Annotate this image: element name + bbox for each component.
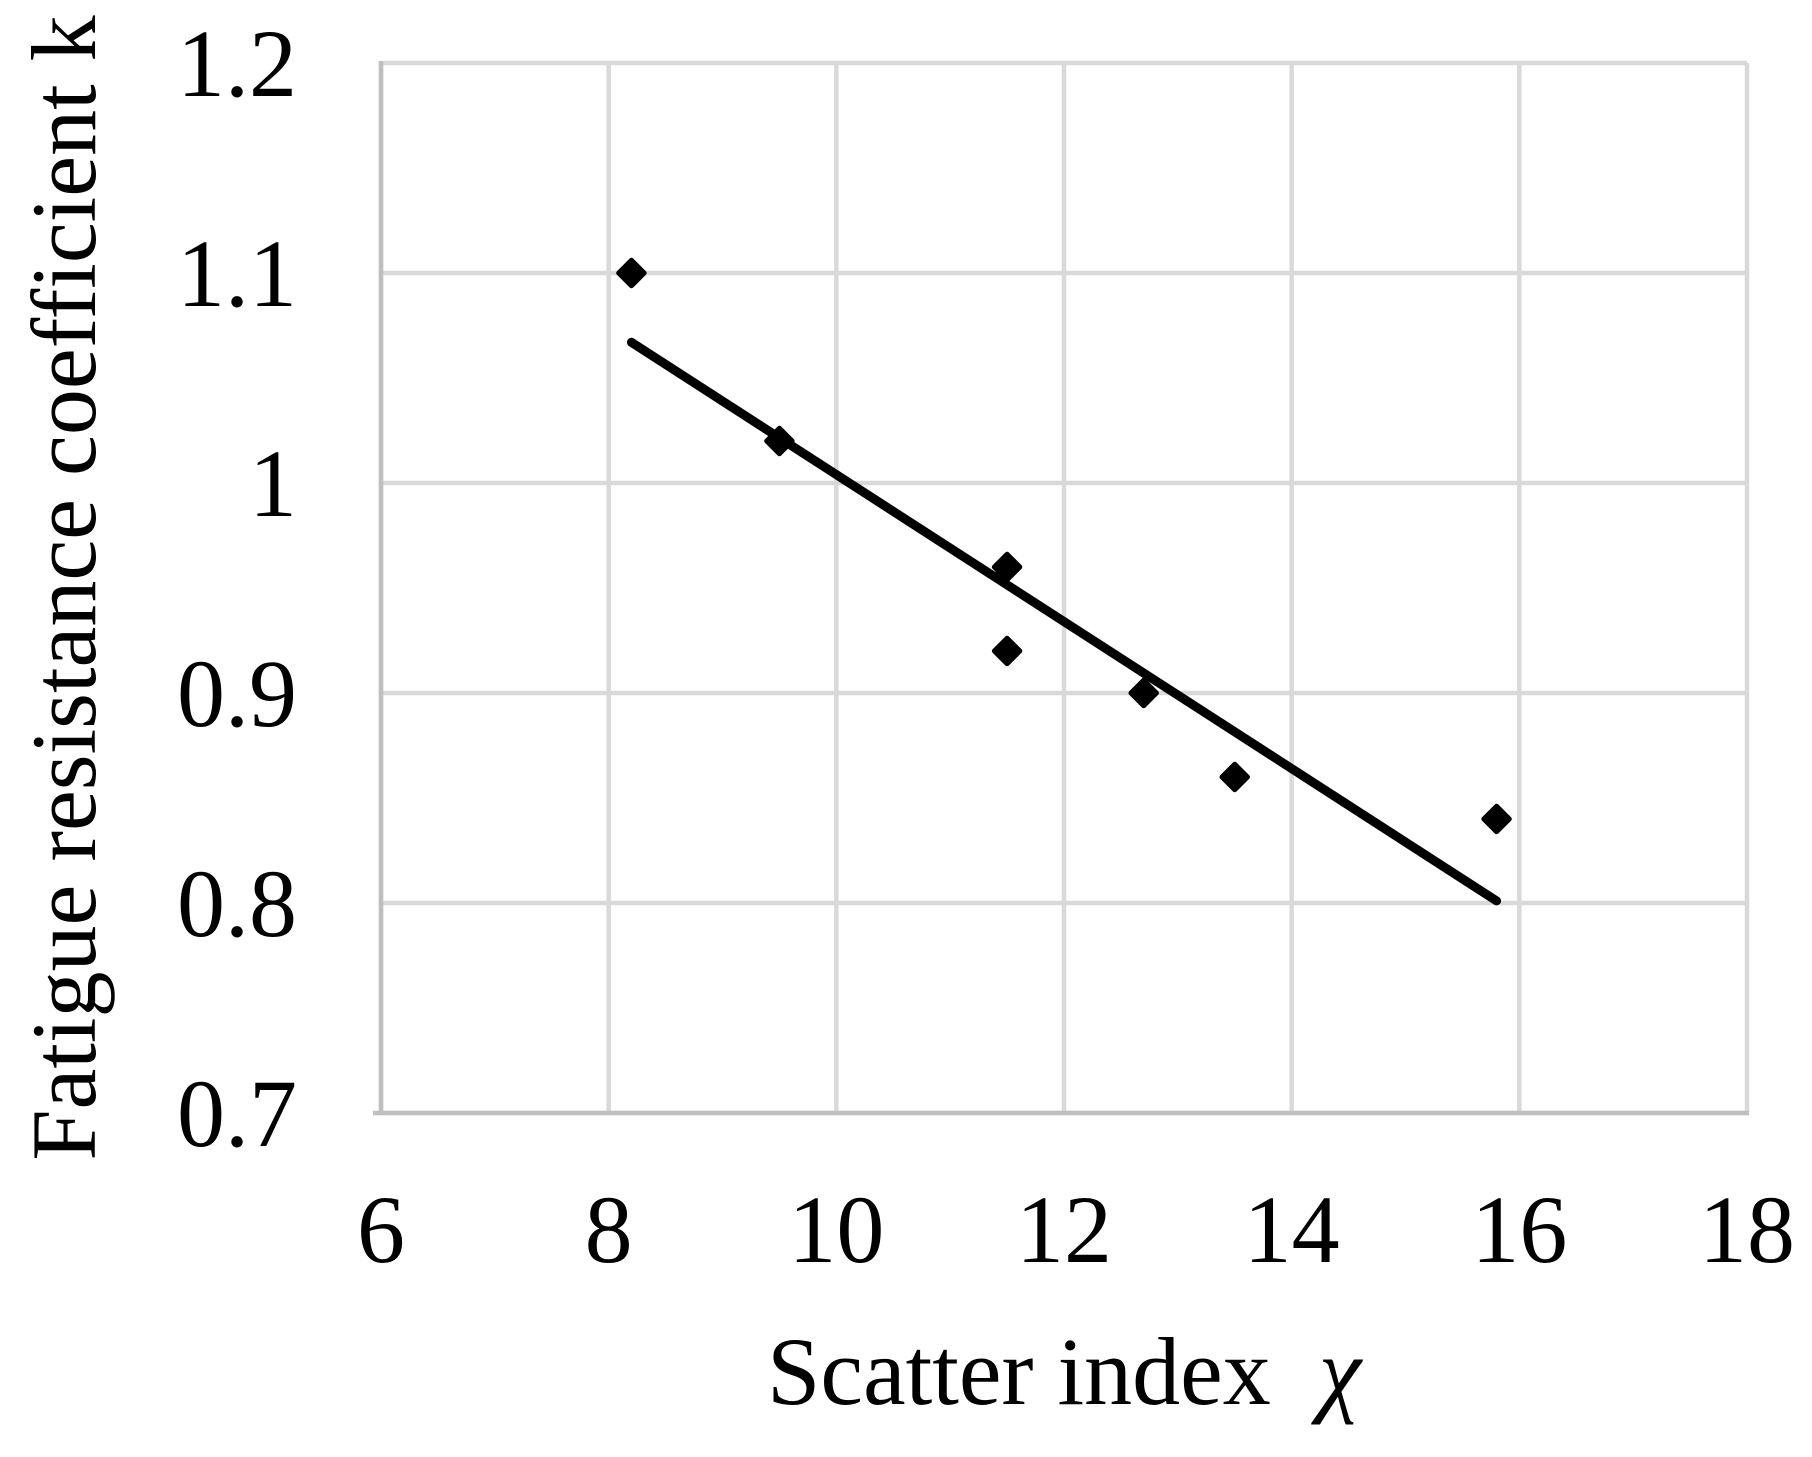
x-tick-label: 16	[1471, 1176, 1567, 1283]
y-tick-label: 1.2	[177, 10, 297, 117]
x-axis-title-text: Scatter index	[767, 1318, 1295, 1425]
axis-lines	[373, 61, 1749, 1116]
x-tick-label: 6	[357, 1176, 405, 1283]
data-point-diamond	[991, 635, 1023, 667]
y-tick-label: 0.9	[177, 640, 297, 747]
data-point-diamond	[1219, 761, 1250, 793]
y-tick-label: 0.7	[177, 1060, 297, 1167]
x-tick-label: 14	[1244, 1176, 1340, 1283]
y-tick-label: 0.8	[177, 850, 297, 957]
chi-symbol: χ	[1311, 1318, 1364, 1425]
x-axis-title: Scatter index χ	[767, 1318, 1364, 1425]
x-axis-tick-labels: 6 8 10 12 14 16 18	[357, 1176, 1795, 1283]
data-point-diamond	[1128, 677, 1159, 709]
y-axis-tick-labels: 1.2 1.1 1 0.9 0.8 0.7	[177, 10, 297, 1167]
y-tick-label: 1	[249, 430, 297, 537]
x-tick-label: 12	[1016, 1176, 1112, 1283]
y-axis-title: Fatigue resistance coefficient k	[13, 15, 115, 1160]
x-tick-label: 18	[1699, 1176, 1795, 1283]
data-point-diamond	[1481, 803, 1512, 835]
data-point-diamond	[991, 551, 1023, 583]
data-point-series	[616, 257, 1512, 835]
data-point-diamond	[764, 425, 795, 457]
data-point-diamond	[616, 257, 647, 289]
y-tick-label: 1.1	[177, 220, 297, 327]
x-tick-label: 8	[585, 1176, 633, 1283]
x-tick-label: 10	[788, 1176, 884, 1283]
gridlines	[378, 60, 1750, 1116]
